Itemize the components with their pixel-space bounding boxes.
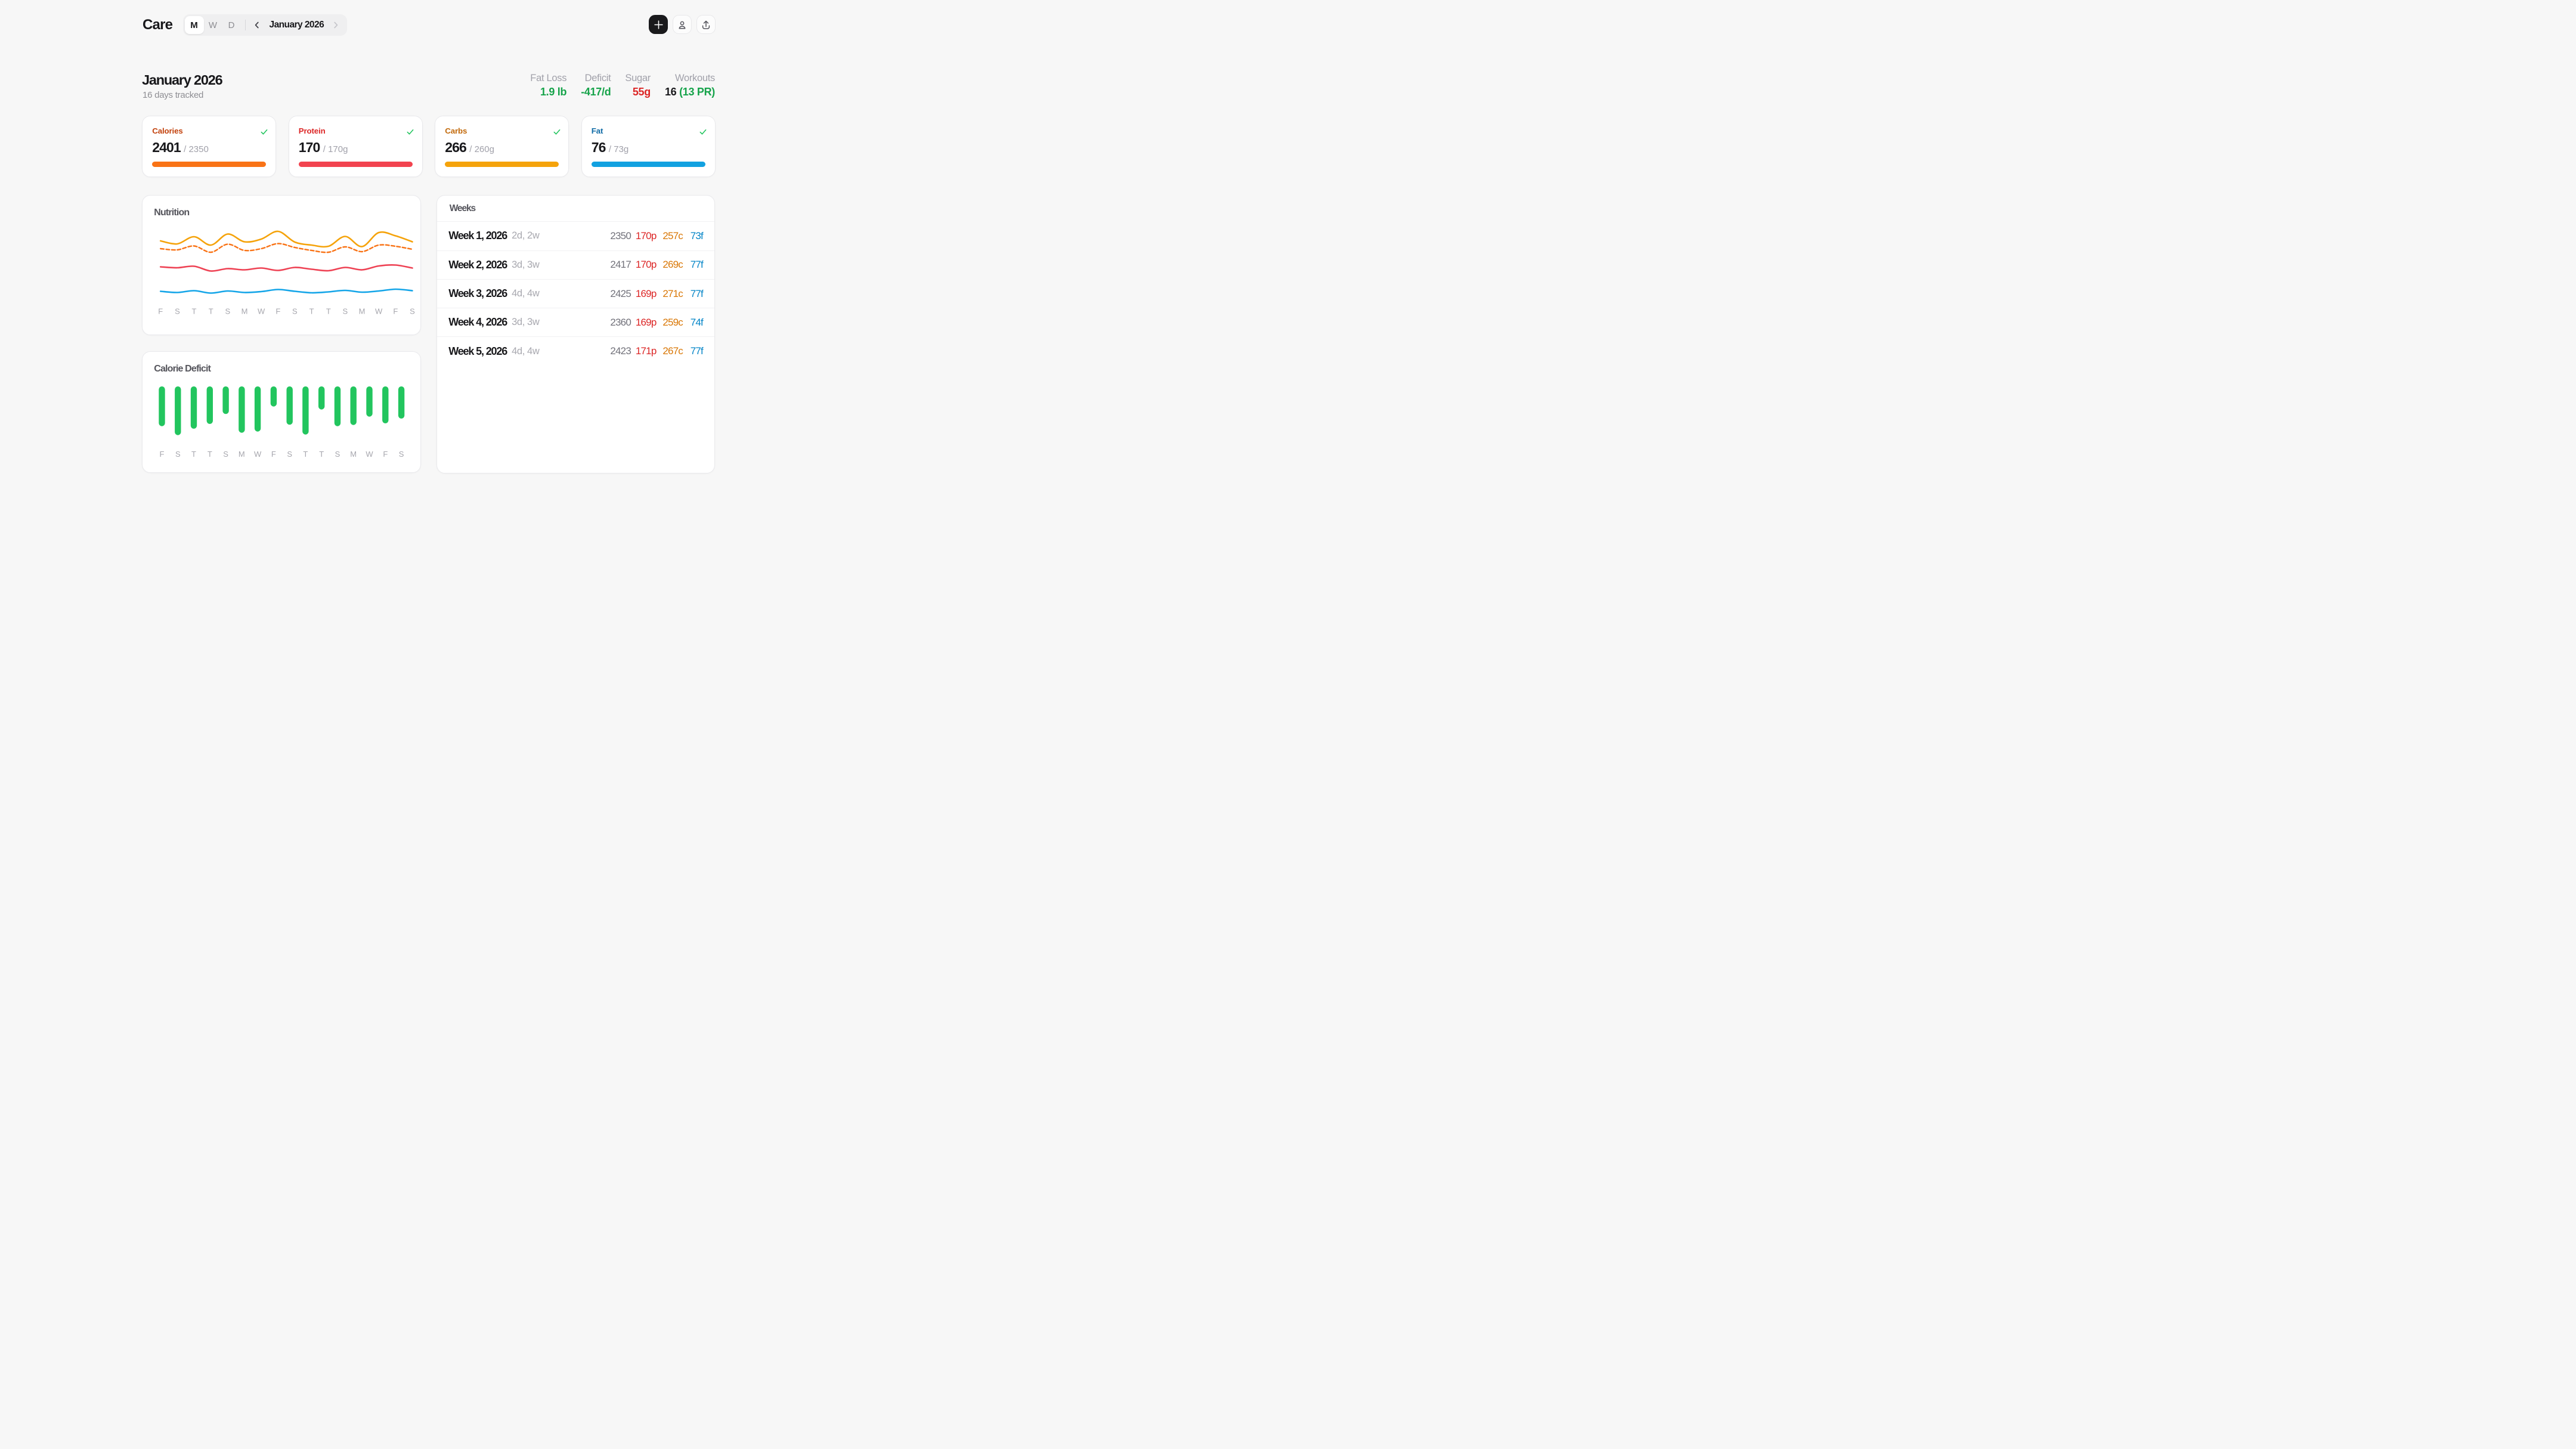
svg-text:S: S [292,306,298,315]
svg-text:T: T [192,306,197,315]
svg-text:T: T [320,450,324,459]
svg-text:W: W [258,306,265,315]
svg-text:S: S [399,450,404,459]
svg-text:S: S [224,450,229,459]
svg-text:F: F [160,450,165,459]
svg-text:M: M [359,306,366,315]
svg-text:S: S [287,450,293,459]
svg-text:F: F [394,306,398,315]
svg-text:S: S [343,306,348,315]
svg-text:T: T [326,306,331,315]
svg-text:F: F [383,450,388,459]
svg-text:F: F [276,306,281,315]
svg-text:S: S [175,306,180,315]
svg-text:W: W [375,306,383,315]
svg-text:S: S [225,306,231,315]
svg-text:T: T [304,450,308,459]
svg-text:M: M [351,450,357,459]
svg-text:W: W [366,450,374,459]
svg-text:T: T [309,306,314,315]
svg-text:T: T [191,450,196,459]
svg-text:T: T [208,450,212,459]
svg-text:S: S [410,306,415,315]
svg-text:M: M [239,450,245,459]
svg-text:S: S [175,450,181,459]
svg-text:M: M [242,306,248,315]
svg-text:F: F [271,450,276,459]
svg-text:W: W [254,450,262,459]
svg-text:T: T [209,306,213,315]
svg-text:S: S [335,450,340,459]
svg-text:F: F [159,306,163,315]
